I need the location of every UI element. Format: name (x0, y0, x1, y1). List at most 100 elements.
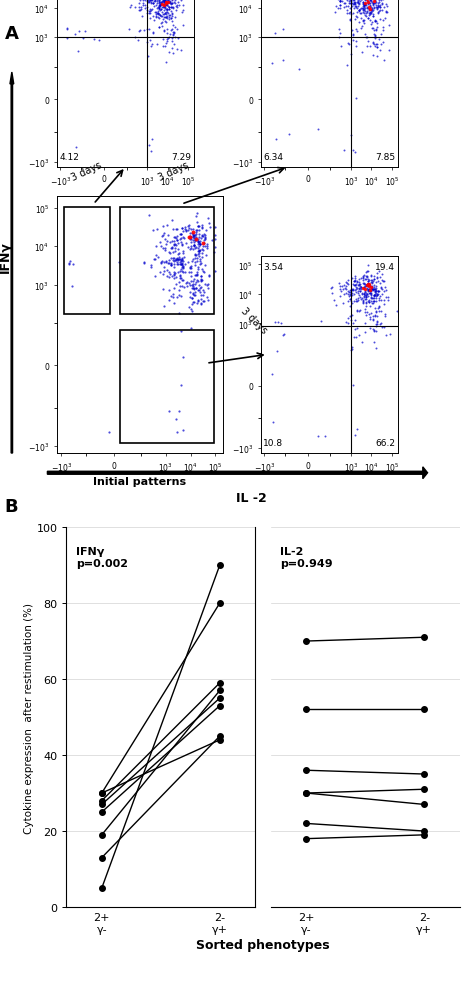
Point (179, 260, 187, 276)
Point (351, 270, 358, 286)
Point (185, 221, 193, 237)
Point (161, 0, 168, 6)
Point (361, 292, 368, 308)
Point (187, 261, 195, 277)
Point (160, 0, 167, 9)
Point (378, 3, 385, 19)
Point (365, 1, 372, 17)
Point (182, 220, 189, 236)
Point (356, 284, 364, 300)
Point (186, 226, 194, 242)
Point (352, 0, 359, 4)
Point (166, 28, 173, 43)
Point (167, 250, 174, 266)
Point (348, 340, 356, 356)
Point (373, 288, 380, 304)
Point (161, 0, 168, 15)
Point (362, 288, 369, 304)
Point (164, 0, 171, 6)
Point (184, 255, 191, 271)
Point (368, 1, 376, 17)
Point (156, 0, 164, 11)
Point (374, 49, 381, 65)
Point (367, 290, 374, 306)
Point (166, 267, 173, 283)
Point (361, 287, 368, 303)
Point (172, 241, 179, 256)
Point (144, 0, 151, 9)
Point (176, 278, 184, 294)
Point (188, 304, 196, 319)
Point (197, 272, 205, 288)
Point (354, 284, 361, 300)
Point (367, 268, 375, 284)
Point (356, 0, 363, 2)
Point (175, 288, 183, 304)
Point (359, 45, 366, 61)
Point (172, 270, 180, 286)
Text: 66.2: 66.2 (375, 439, 395, 448)
Point (182, 223, 189, 239)
Point (194, 241, 201, 256)
Point (160, 226, 168, 242)
Point (197, 252, 204, 268)
Point (138, 10, 146, 26)
Point (164, 26, 171, 41)
Point (371, 31, 378, 46)
Point (377, 36, 384, 52)
Point (178, 221, 186, 237)
Point (105, 425, 113, 441)
Point (168, 213, 175, 229)
Point (165, 0, 173, 8)
Point (352, 277, 360, 293)
Point (374, 5, 382, 21)
Point (370, 0, 378, 12)
Point (173, 233, 181, 248)
Point (359, 294, 367, 310)
Point (158, 0, 166, 16)
Point (355, 0, 362, 10)
Point (365, 0, 372, 7)
Point (165, 283, 173, 299)
Point (371, 0, 379, 2)
Point (353, 0, 361, 4)
Point (170, 253, 177, 269)
Point (370, 279, 378, 295)
Point (169, 269, 176, 285)
Point (150, 252, 158, 268)
Point (191, 285, 199, 301)
Point (373, 288, 381, 304)
Point (365, 0, 373, 5)
Point (169, 290, 177, 306)
Point (362, 290, 369, 306)
Point (371, 15, 378, 31)
Point (349, 28, 357, 43)
Point (346, 0, 353, 12)
Point (144, 3, 151, 19)
Point (155, 5, 162, 21)
Point (150, 0, 157, 15)
Point (377, 0, 384, 9)
Point (362, 0, 369, 9)
Point (340, 0, 348, 7)
Text: 7.29: 7.29 (172, 153, 191, 162)
Point (358, 0, 365, 8)
Point (328, 286, 336, 302)
Point (351, 0, 358, 11)
Point (166, 235, 173, 250)
Point (273, 344, 281, 360)
Point (350, 0, 357, 12)
Point (349, 6, 357, 22)
Point (173, 0, 180, 15)
Point (337, 0, 345, 5)
Point (373, 318, 380, 334)
Point (190, 272, 197, 288)
Point (367, 307, 374, 322)
Point (199, 243, 206, 258)
Point (375, 300, 383, 316)
Point (380, 293, 387, 309)
Text: 7.85: 7.85 (375, 153, 395, 162)
Point (196, 237, 204, 252)
Point (344, 0, 352, 7)
Point (367, 269, 374, 285)
